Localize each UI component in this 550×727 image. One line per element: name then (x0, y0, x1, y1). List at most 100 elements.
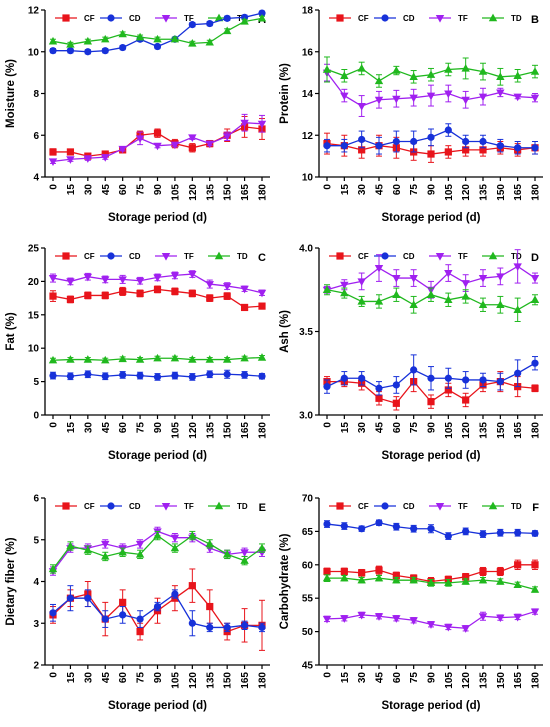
data-point-cd (323, 520, 331, 528)
legend-label-cf: CF (358, 14, 369, 23)
legend-marker-cd (107, 252, 115, 260)
y-tick-label: 6 (33, 494, 39, 505)
data-point-cf (101, 291, 109, 300)
data-point-cd (340, 522, 348, 530)
data-point-cf (119, 287, 127, 296)
data-point-cd (479, 376, 487, 384)
y-tick-label: 45 (302, 661, 314, 672)
data-point-cd (66, 47, 75, 55)
x-tick-label: 150 (223, 672, 234, 689)
x-tick-label: 105 (170, 422, 181, 439)
data-point-cd (119, 43, 127, 52)
data-point-td (444, 578, 453, 587)
data-point-cd (340, 374, 348, 382)
x-tick-label: 120 (188, 184, 199, 201)
x-tick-label: 30 (83, 422, 94, 434)
x-tick-label: 165 (240, 422, 251, 439)
data-point-tf (340, 615, 349, 623)
legend-label-tf: TF (458, 14, 468, 23)
data-point-cd (444, 126, 452, 134)
x-tick-label: 45 (101, 672, 112, 684)
data-point-cf (188, 144, 196, 152)
series-cd (323, 519, 539, 540)
x-tick-label: 120 (461, 672, 472, 689)
x-tick-label: 90 (153, 184, 164, 196)
data-point-td (205, 355, 214, 363)
x-tick-label: 30 (357, 184, 368, 196)
legend-marker-cf (62, 14, 70, 22)
data-point-cd (410, 366, 418, 374)
data-point-td (513, 71, 522, 79)
x-tick-label: 45 (375, 422, 386, 434)
y-axis-title: Carbohydrate (%) (279, 533, 291, 629)
x-tick-label: 150 (496, 184, 507, 201)
x-axis-title: Storage period (d) (381, 450, 480, 462)
data-point-tf (392, 275, 401, 283)
x-tick-label: 45 (375, 184, 386, 196)
data-point-tf (240, 549, 249, 557)
data-point-td (374, 76, 384, 85)
data-point-cd (375, 519, 383, 527)
data-point-td (188, 39, 197, 47)
data-point-cd (49, 47, 57, 55)
data-point-tf (392, 95, 401, 104)
data-point-tf (426, 92, 436, 101)
data-point-td (222, 26, 232, 35)
data-point-cf (66, 148, 75, 156)
data-point-tf (496, 614, 505, 623)
legend-marker-tf (435, 503, 445, 511)
data-point-td (135, 355, 145, 363)
data-point-tf (118, 145, 127, 154)
x-tick-label: 15 (66, 672, 77, 684)
data-point-td (478, 575, 488, 584)
legend-label-tf: TF (184, 14, 194, 23)
data-point-cd (188, 619, 196, 627)
y-tick-label: 6 (33, 131, 39, 142)
x-tick-label: 120 (188, 422, 199, 439)
x-tick-label: 150 (496, 672, 507, 689)
data-point-cd (427, 374, 435, 382)
x-tick-label: 30 (357, 422, 368, 434)
y-tick-label: 0 (33, 411, 39, 422)
series-td (322, 284, 540, 322)
data-point-tf (322, 615, 332, 624)
data-point-cf (49, 148, 57, 156)
data-point-tf (530, 608, 540, 617)
y-axis-title: Fat (%) (5, 312, 17, 351)
data-point-tf (444, 270, 453, 278)
data-point-cd (444, 374, 452, 382)
data-point-cd (84, 370, 92, 378)
legend-marker-td (214, 13, 224, 22)
data-point-cf (119, 598, 127, 606)
legend-label-cd: CD (129, 252, 141, 261)
series-tf (322, 608, 540, 633)
x-tick-label: 180 (258, 184, 269, 201)
data-point-td (118, 29, 127, 38)
legend-label-cf: CF (84, 14, 95, 23)
x-tick-label: 15 (66, 422, 77, 434)
data-point-tf (513, 613, 522, 622)
data-point-cd (496, 529, 504, 537)
data-point-td (513, 305, 522, 313)
data-point-cd (223, 370, 231, 378)
legend-label-cf: CF (358, 502, 369, 511)
data-point-tf (205, 140, 214, 149)
legend-label-td: TD (237, 252, 248, 261)
data-point-td (409, 72, 418, 80)
data-point-td (188, 531, 197, 539)
data-point-cf (153, 285, 162, 294)
data-point-td (83, 36, 93, 45)
data-point-td (205, 37, 214, 46)
legend-label-tf: TF (458, 252, 468, 261)
data-point-td (170, 543, 180, 552)
x-tick-label: 45 (101, 422, 112, 434)
x-tick-label: 60 (118, 422, 129, 434)
x-tick-label: 150 (496, 422, 507, 439)
legend-marker-cd (107, 502, 115, 510)
x-tick-label: 180 (258, 422, 269, 439)
data-point-td (496, 577, 505, 585)
x-axis-title: Storage period (d) (381, 700, 480, 712)
